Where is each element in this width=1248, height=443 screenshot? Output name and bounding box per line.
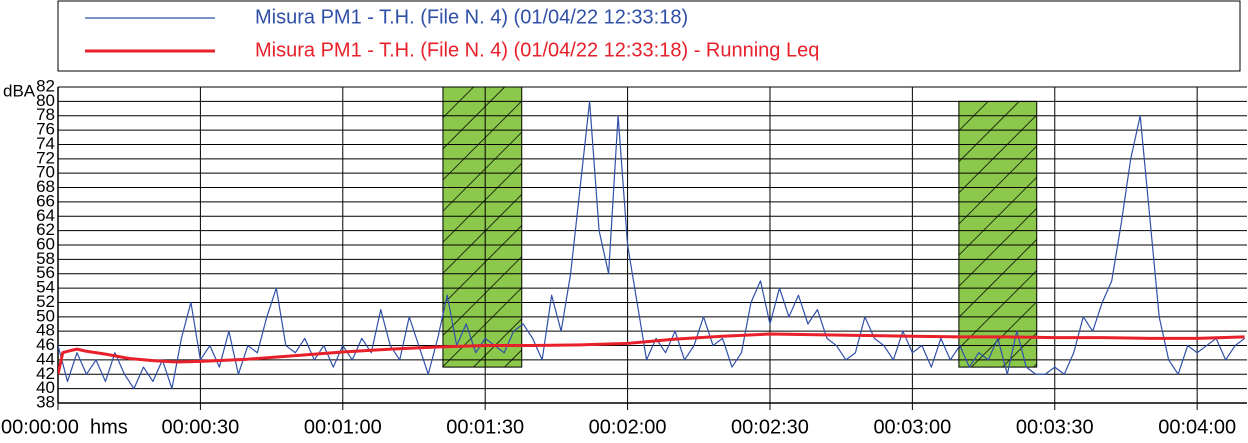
y-tick-label: 56 — [36, 263, 55, 282]
y-tick-label: 82 — [36, 76, 55, 95]
legend-label: Misura PM1 - T.H. (File N. 4) (01/04/22 … — [255, 6, 688, 28]
series-line — [58, 332, 1245, 375]
x-tick-label: 00:03:30 — [1016, 416, 1094, 438]
y-tick-label: 80 — [36, 91, 55, 110]
x-axis-label: hms — [90, 416, 128, 438]
series-line — [58, 100, 1245, 390]
y-tick-label: 66 — [36, 191, 55, 210]
y-tick-label: 60 — [36, 234, 55, 253]
y-tick-label: 70 — [36, 163, 55, 182]
x-tick-label: 00:03:00 — [873, 416, 951, 438]
y-tick-label: 54 — [36, 278, 55, 297]
x-tick-label: 00:02:30 — [731, 416, 809, 438]
legend-box — [57, 0, 1241, 72]
y-tick-label: 72 — [36, 148, 55, 167]
x-tick-label: 00:00:30 — [161, 416, 239, 438]
x-tick-label: 00:04:00 — [1158, 416, 1236, 438]
y-tick-label: 48 — [36, 321, 55, 340]
series-group — [58, 100, 1245, 390]
y-tick-label: 42 — [36, 364, 55, 383]
y-tick-label: 50 — [36, 306, 55, 325]
x-tick-label: 00:01:00 — [304, 416, 382, 438]
region-hatch — [442, 86, 523, 368]
y-tick-label: 46 — [36, 335, 55, 354]
y-tick-label: 68 — [36, 177, 55, 196]
y-tick-label: 58 — [36, 249, 55, 268]
y-tick-label: 52 — [36, 292, 55, 311]
y-tick-label: 76 — [36, 120, 55, 139]
y-tick-label: 38 — [36, 392, 55, 411]
x-tick-label: 00:02:00 — [589, 416, 667, 438]
x-tick-label: 00:01:30 — [446, 416, 524, 438]
legend-label: Misura PM1 - T.H. (File N. 4) (01/04/22 … — [255, 39, 819, 61]
y-tick-label: 64 — [36, 206, 55, 225]
y-tick-label: 40 — [36, 378, 55, 397]
y-tick-label: 62 — [36, 220, 55, 239]
y-tick-label: 74 — [36, 134, 55, 153]
x-tick-label: 00:00:00 — [1, 416, 79, 438]
y-tick-label: 44 — [36, 349, 55, 368]
y-axis-label: dBA — [3, 81, 36, 100]
y-tick-label: 78 — [36, 105, 55, 124]
region-hatch — [958, 100, 1038, 368]
plot-area — [57, 86, 1247, 404]
